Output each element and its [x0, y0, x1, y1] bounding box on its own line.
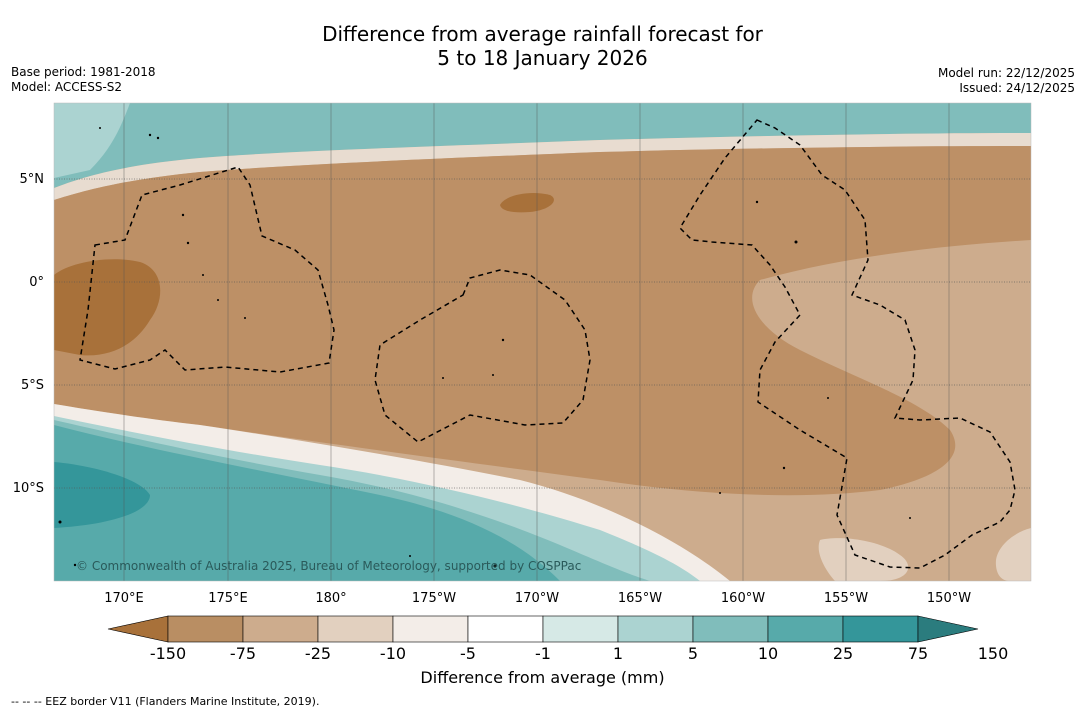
colorbar: -150 -75 -25 -10 -5 -1 1 5 10 25 75 150: [107, 615, 1008, 663]
colorbar-tick-label: 75: [908, 644, 928, 663]
island: [827, 397, 829, 399]
colorbar-swatch: [392, 615, 469, 643]
lon-label: 175°W: [412, 591, 456, 606]
north-transition-band: [54, 133, 1031, 200]
island: [73, 563, 77, 567]
longitude-labels: 170°E 175°E 180° 175°W 170°W 165°W 160°W…: [104, 591, 971, 606]
colorbar-tick-label: 25: [833, 644, 853, 663]
colorbar-swatch: [767, 615, 844, 643]
colorbar-swatch: [167, 615, 244, 643]
island: [217, 299, 219, 301]
title-line-1: Difference from average rainfall forecas…: [322, 22, 763, 46]
colorbar-tick-label: -1: [535, 644, 551, 663]
issued-label: Issued: 24/12/2025: [959, 81, 1075, 95]
island: [186, 241, 190, 245]
colorbar-arrow-min: [107, 615, 169, 643]
model-label: Model: ACCESS-S2: [11, 80, 123, 94]
lon-label: 165°W: [618, 591, 662, 606]
colorbar-swatch: [842, 615, 919, 643]
map-title: Difference from average rainfall forecas…: [0, 22, 1085, 70]
colorbar-arrow-max: [917, 615, 979, 643]
lon-label: 150°W: [927, 591, 971, 606]
colorbar-tick-label: -75: [230, 644, 256, 663]
island: [409, 555, 411, 557]
island: [492, 374, 494, 376]
run-info: Model run: 22/12/2025 Issued: 24/12/2025: [938, 66, 1075, 96]
island: [156, 136, 160, 140]
eez-border-east: [679, 119, 1016, 569]
south-positive-max: [54, 462, 150, 528]
lon-label: 170°W: [515, 591, 559, 606]
southeast-light-patch-2: [995, 528, 1031, 581]
title-line-2: 5 to 18 January 2026: [437, 46, 648, 70]
graticule: [123, 103, 950, 581]
lat-label: 0°: [29, 275, 44, 290]
latitude-labels: 5°N 0° 5°S 10°S: [13, 172, 44, 496]
island: [58, 520, 62, 524]
colorbar-ticks: -150 -75 -25 -10 -5 -1 1 5 10 25 75 150: [150, 644, 1008, 663]
colorbar-swatch: [692, 615, 769, 643]
island: [782, 466, 786, 470]
map-field: © Commonwealth of Australia 2025, Bureau…: [54, 103, 1031, 581]
lat-label: 10°S: [13, 481, 44, 496]
islands: [58, 127, 911, 568]
island: [181, 213, 185, 217]
latitude-lines: [54, 178, 1031, 489]
colorbar-swatch: [467, 615, 544, 643]
island: [794, 240, 798, 244]
map-frame: [53, 102, 1032, 582]
colorbar-tick-label: -25: [305, 644, 331, 663]
colorbar-tick-label: 1: [613, 644, 623, 663]
model-run-label: Model run: 22/12/2025: [937, 66, 1075, 80]
island: [501, 338, 505, 342]
island: [719, 492, 721, 494]
colorbar-swatch: [242, 615, 319, 643]
strong-negative-west: [54, 259, 161, 356]
colorbar-tick-label: -10: [380, 644, 406, 663]
island: [99, 127, 101, 129]
island: [202, 274, 204, 276]
lon-label: 155°W: [824, 591, 868, 606]
colorbar-swatches: [107, 615, 979, 643]
colorbar-title: Difference from average (mm): [420, 668, 665, 687]
lat-label: 5°S: [21, 378, 44, 393]
island: [493, 564, 497, 568]
model-info: Base period: 1981-2018 Model: ACCESS-S2: [11, 65, 156, 95]
base-period-label: Base period: 1981-2018: [11, 65, 156, 79]
island: [442, 377, 444, 379]
lon-label: 170°E: [104, 591, 144, 606]
colorbar-tick-label: -150: [150, 644, 186, 663]
south-positive-strong: [54, 425, 560, 581]
island: [755, 200, 759, 204]
southeast-light-patch: [818, 538, 909, 581]
eez-borders: [79, 119, 1016, 569]
eez-legend-note: -- -- -- EEZ border V11 (Flanders Marine…: [11, 695, 320, 708]
colorbar-tick-label: 10: [758, 644, 778, 663]
lon-label: 160°W: [721, 591, 765, 606]
colorbar-swatch: [617, 615, 694, 643]
colorbar-swatch: [542, 615, 619, 643]
north-positive-light: [54, 103, 130, 178]
island: [148, 133, 152, 137]
colorbar-tick-label: 150: [978, 644, 1009, 663]
island: [244, 317, 246, 319]
north-positive-region: [54, 103, 1031, 188]
strong-negative-center: [500, 193, 554, 213]
main-negative-band: [54, 146, 1031, 496]
lon-label: 180°: [315, 591, 346, 606]
colorbar-tick-label: -5: [460, 644, 476, 663]
lat-label: 5°N: [20, 172, 45, 187]
eez-border-west: [79, 166, 335, 373]
island: [909, 517, 911, 519]
lon-label: 175°E: [208, 591, 248, 606]
colorbar-tick-label: 5: [688, 644, 698, 663]
copyright-text: © Commonwealth of Australia 2025, Bureau…: [76, 559, 581, 573]
colorbar-swatch: [317, 615, 394, 643]
